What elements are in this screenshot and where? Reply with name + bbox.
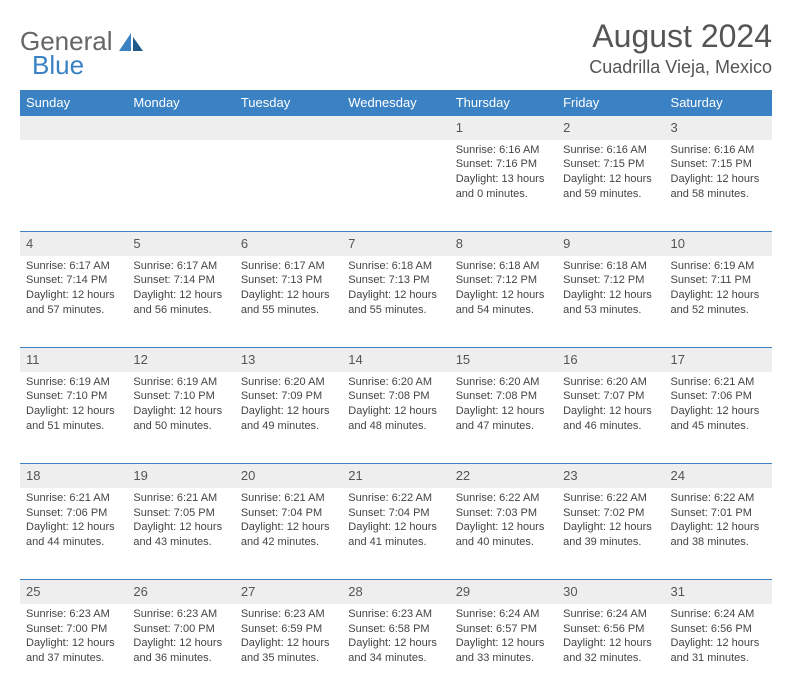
weekday-header: Tuesday <box>235 90 342 116</box>
day-content-cell: Sunrise: 6:24 AM Sunset: 6:57 PM Dayligh… <box>450 604 557 696</box>
day-content-cell: Sunrise: 6:23 AM Sunset: 6:59 PM Dayligh… <box>235 604 342 696</box>
weekday-header: Friday <box>557 90 664 116</box>
day-number-cell <box>20 116 127 140</box>
day-content-row: Sunrise: 6:21 AM Sunset: 7:06 PM Dayligh… <box>20 488 772 580</box>
day-number-cell: 24 <box>665 464 772 488</box>
day-content-cell: Sunrise: 6:17 AM Sunset: 7:14 PM Dayligh… <box>20 256 127 348</box>
day-number-cell: 3 <box>665 116 772 140</box>
day-number-cell: 29 <box>450 580 557 604</box>
day-number-cell: 26 <box>127 580 234 604</box>
day-number-cell: 30 <box>557 580 664 604</box>
day-content-cell: Sunrise: 6:19 AM Sunset: 7:10 PM Dayligh… <box>20 372 127 464</box>
day-number-cell: 1 <box>450 116 557 140</box>
day-content-cell: Sunrise: 6:22 AM Sunset: 7:04 PM Dayligh… <box>342 488 449 580</box>
day-number-cell: 11 <box>20 348 127 372</box>
page-header: General August 2024 Cuadrilla Vieja, Mex… <box>20 18 772 78</box>
day-number-cell: 9 <box>557 232 664 256</box>
day-content-cell: Sunrise: 6:17 AM Sunset: 7:14 PM Dayligh… <box>127 256 234 348</box>
day-content-row: Sunrise: 6:16 AM Sunset: 7:16 PM Dayligh… <box>20 140 772 232</box>
day-content-cell: Sunrise: 6:16 AM Sunset: 7:15 PM Dayligh… <box>665 140 772 232</box>
day-content-row: Sunrise: 6:19 AM Sunset: 7:10 PM Dayligh… <box>20 372 772 464</box>
day-content-cell: Sunrise: 6:20 AM Sunset: 7:09 PM Dayligh… <box>235 372 342 464</box>
day-content-cell: Sunrise: 6:18 AM Sunset: 7:13 PM Dayligh… <box>342 256 449 348</box>
day-content-cell: Sunrise: 6:23 AM Sunset: 7:00 PM Dayligh… <box>127 604 234 696</box>
day-number-cell: 10 <box>665 232 772 256</box>
day-content-cell <box>235 140 342 232</box>
day-number-cell: 6 <box>235 232 342 256</box>
day-content-cell: Sunrise: 6:24 AM Sunset: 6:56 PM Dayligh… <box>665 604 772 696</box>
day-content-cell: Sunrise: 6:22 AM Sunset: 7:01 PM Dayligh… <box>665 488 772 580</box>
day-number-cell: 25 <box>20 580 127 604</box>
day-content-cell <box>127 140 234 232</box>
day-number-cell: 27 <box>235 580 342 604</box>
day-content-cell: Sunrise: 6:18 AM Sunset: 7:12 PM Dayligh… <box>557 256 664 348</box>
location-label: Cuadrilla Vieja, Mexico <box>589 57 772 78</box>
day-content-cell <box>342 140 449 232</box>
day-number-cell: 20 <box>235 464 342 488</box>
day-number-cell: 31 <box>665 580 772 604</box>
day-number-row: 123 <box>20 116 772 140</box>
day-content-cell: Sunrise: 6:24 AM Sunset: 6:56 PM Dayligh… <box>557 604 664 696</box>
day-content-cell: Sunrise: 6:23 AM Sunset: 6:58 PM Dayligh… <box>342 604 449 696</box>
day-number-cell: 7 <box>342 232 449 256</box>
day-number-cell: 8 <box>450 232 557 256</box>
month-title: August 2024 <box>589 18 772 55</box>
day-number-cell: 28 <box>342 580 449 604</box>
day-number-row: 25262728293031 <box>20 580 772 604</box>
day-number-cell: 23 <box>557 464 664 488</box>
day-number-cell: 16 <box>557 348 664 372</box>
day-number-cell: 5 <box>127 232 234 256</box>
day-number-cell <box>127 116 234 140</box>
day-content-cell: Sunrise: 6:22 AM Sunset: 7:03 PM Dayligh… <box>450 488 557 580</box>
day-content-cell: Sunrise: 6:21 AM Sunset: 7:05 PM Dayligh… <box>127 488 234 580</box>
day-content-cell: Sunrise: 6:21 AM Sunset: 7:04 PM Dayligh… <box>235 488 342 580</box>
day-number-cell <box>342 116 449 140</box>
day-number-cell: 2 <box>557 116 664 140</box>
day-number-cell: 15 <box>450 348 557 372</box>
day-number-row: 11121314151617 <box>20 348 772 372</box>
day-content-cell: Sunrise: 6:21 AM Sunset: 7:06 PM Dayligh… <box>20 488 127 580</box>
day-number-cell: 4 <box>20 232 127 256</box>
day-content-row: Sunrise: 6:17 AM Sunset: 7:14 PM Dayligh… <box>20 256 772 348</box>
day-content-row: Sunrise: 6:23 AM Sunset: 7:00 PM Dayligh… <box>20 604 772 696</box>
day-number-cell: 19 <box>127 464 234 488</box>
day-content-cell: Sunrise: 6:19 AM Sunset: 7:11 PM Dayligh… <box>665 256 772 348</box>
title-block: August 2024 Cuadrilla Vieja, Mexico <box>589 18 772 78</box>
day-content-cell: Sunrise: 6:16 AM Sunset: 7:16 PM Dayligh… <box>450 140 557 232</box>
day-number-cell: 14 <box>342 348 449 372</box>
weekday-header: Sunday <box>20 90 127 116</box>
logo-text-b: Blue <box>32 50 84 81</box>
day-content-cell: Sunrise: 6:23 AM Sunset: 7:00 PM Dayligh… <box>20 604 127 696</box>
day-content-cell: Sunrise: 6:18 AM Sunset: 7:12 PM Dayligh… <box>450 256 557 348</box>
day-content-cell: Sunrise: 6:21 AM Sunset: 7:06 PM Dayligh… <box>665 372 772 464</box>
day-content-cell: Sunrise: 6:20 AM Sunset: 7:07 PM Dayligh… <box>557 372 664 464</box>
weekday-header: Saturday <box>665 90 772 116</box>
day-number-cell: 17 <box>665 348 772 372</box>
weekday-header: Monday <box>127 90 234 116</box>
day-content-cell: Sunrise: 6:22 AM Sunset: 7:02 PM Dayligh… <box>557 488 664 580</box>
day-content-cell: Sunrise: 6:20 AM Sunset: 7:08 PM Dayligh… <box>342 372 449 464</box>
day-content-cell: Sunrise: 6:19 AM Sunset: 7:10 PM Dayligh… <box>127 372 234 464</box>
day-content-cell <box>20 140 127 232</box>
day-content-cell: Sunrise: 6:20 AM Sunset: 7:08 PM Dayligh… <box>450 372 557 464</box>
logo-sail-icon <box>117 31 145 53</box>
weekday-header-row: Sunday Monday Tuesday Wednesday Thursday… <box>20 90 772 116</box>
day-number-cell <box>235 116 342 140</box>
day-content-cell: Sunrise: 6:17 AM Sunset: 7:13 PM Dayligh… <box>235 256 342 348</box>
day-content-cell: Sunrise: 6:16 AM Sunset: 7:15 PM Dayligh… <box>557 140 664 232</box>
day-number-row: 45678910 <box>20 232 772 256</box>
day-number-cell: 12 <box>127 348 234 372</box>
day-number-cell: 18 <box>20 464 127 488</box>
day-number-cell: 21 <box>342 464 449 488</box>
calendar-table: Sunday Monday Tuesday Wednesday Thursday… <box>20 90 772 696</box>
day-number-cell: 22 <box>450 464 557 488</box>
day-number-cell: 13 <box>235 348 342 372</box>
weekday-header: Thursday <box>450 90 557 116</box>
day-number-row: 18192021222324 <box>20 464 772 488</box>
weekday-header: Wednesday <box>342 90 449 116</box>
